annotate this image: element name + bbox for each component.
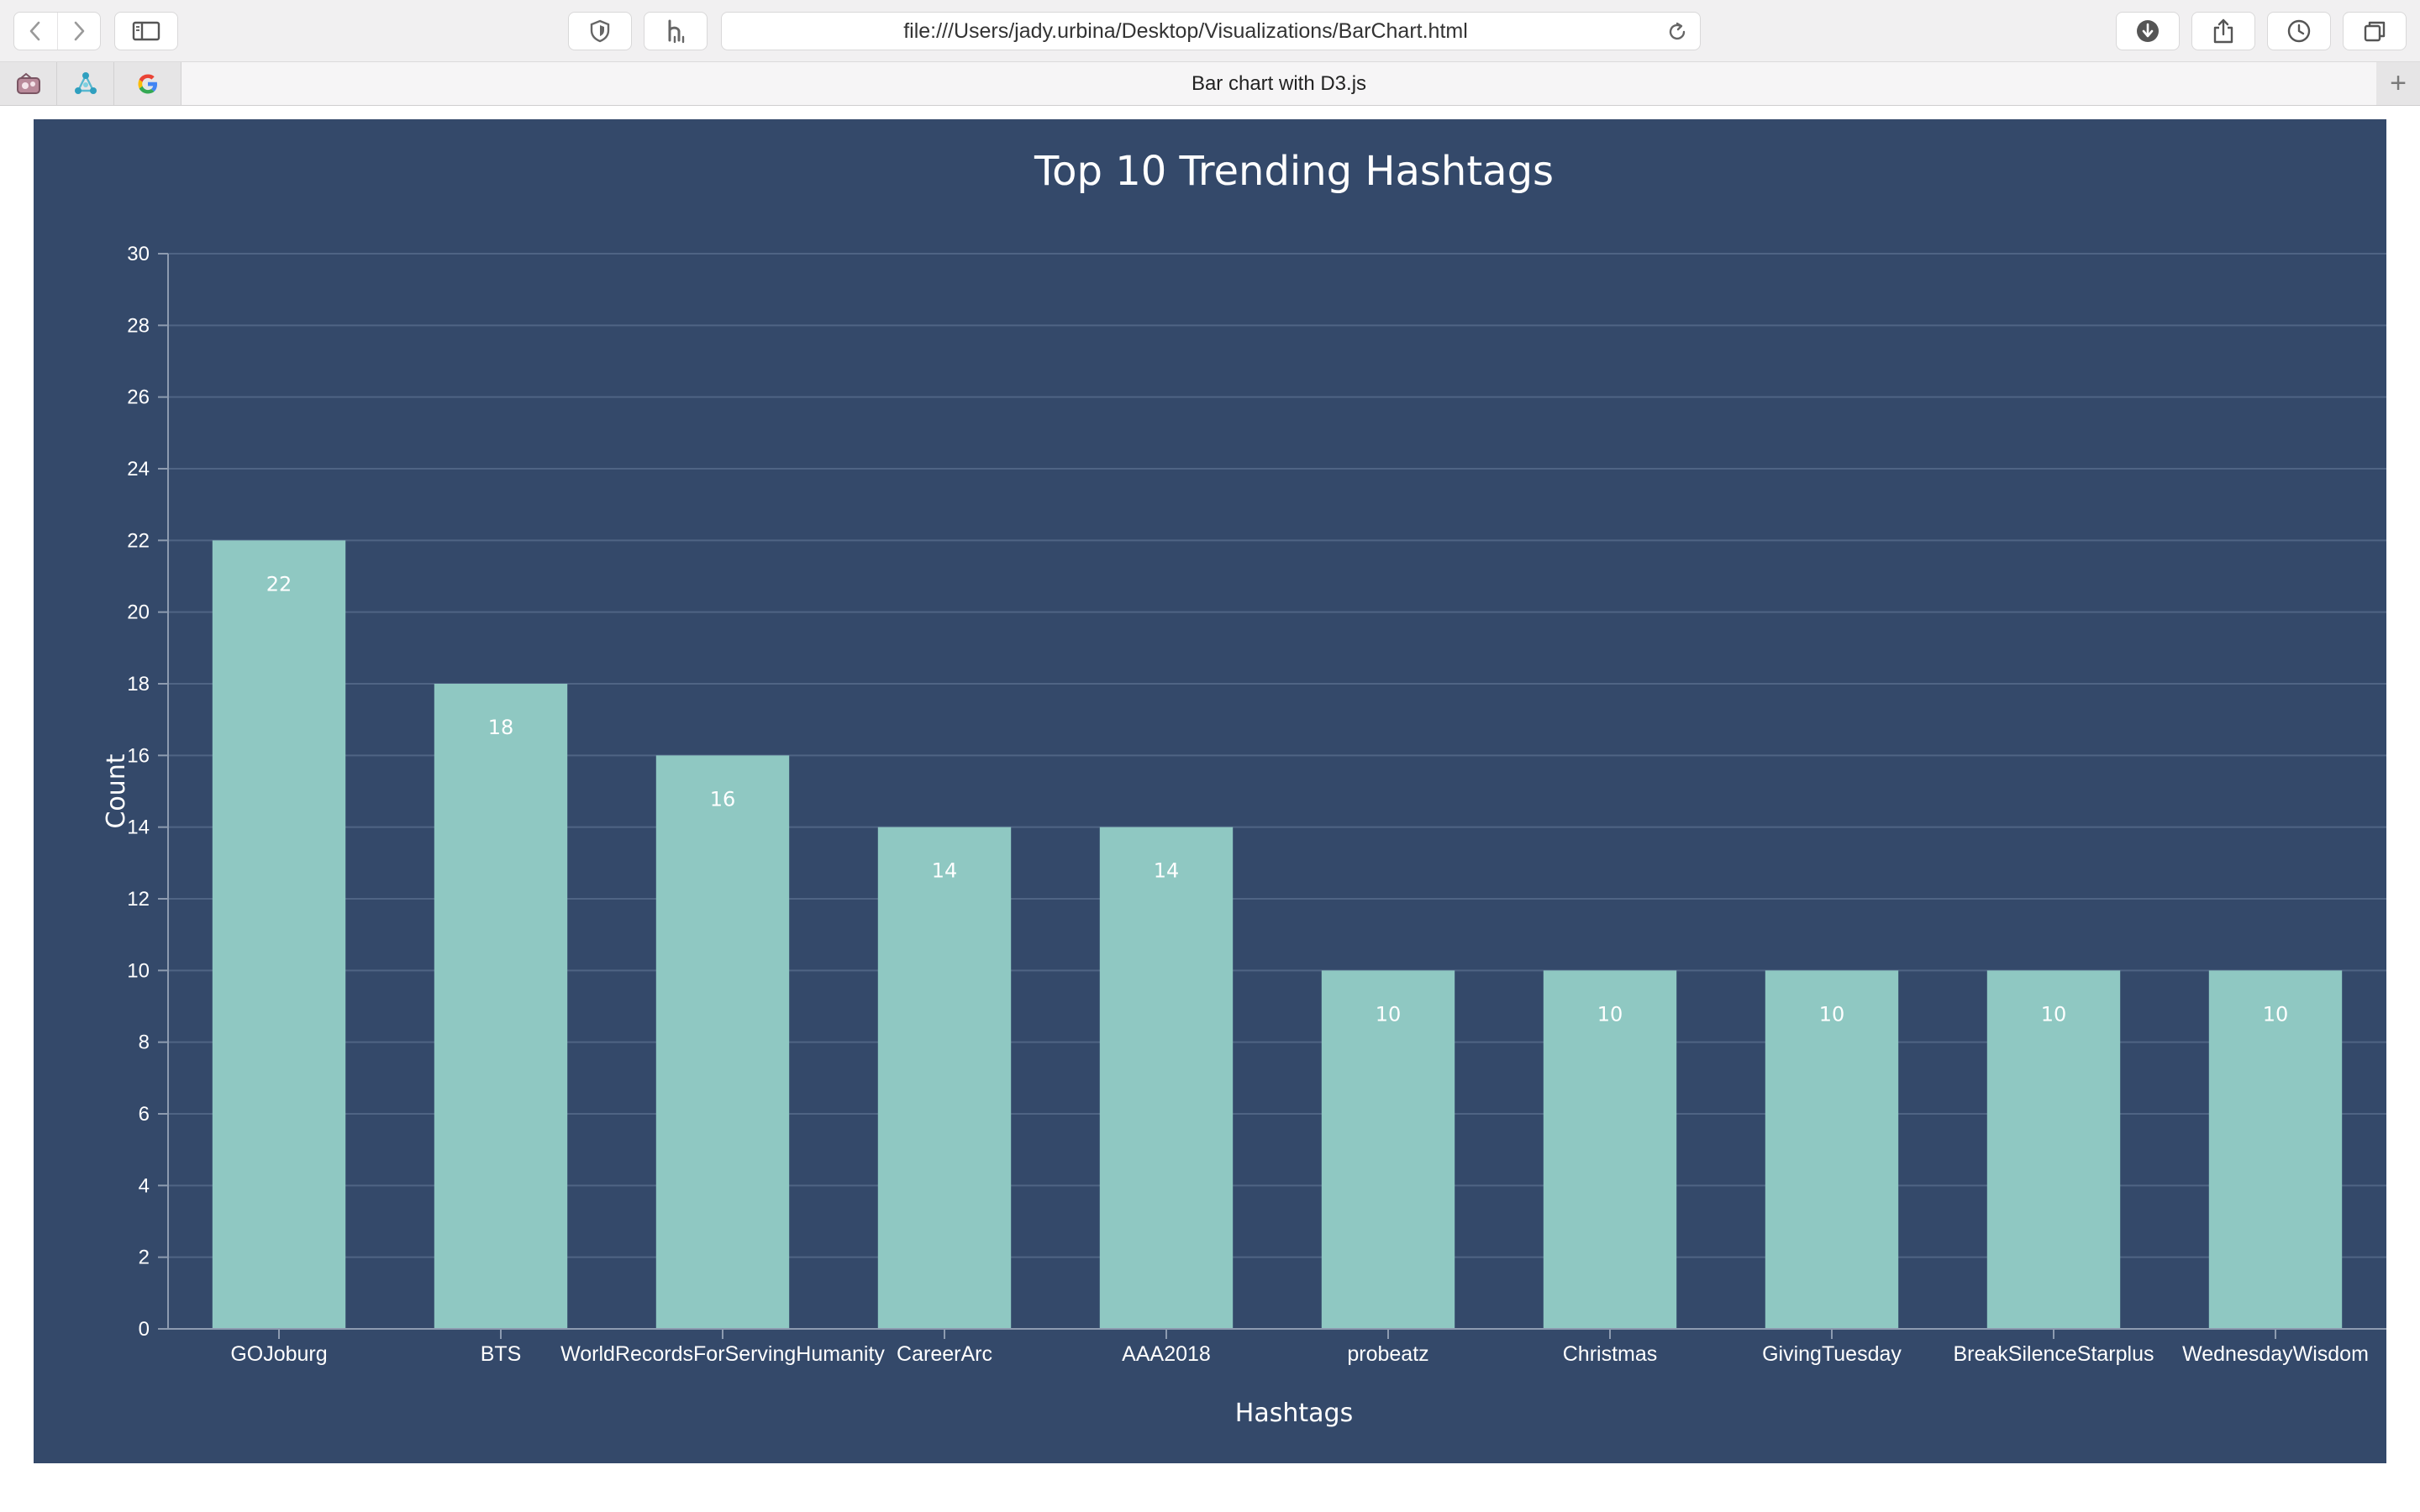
y-tick-label: 18 [127, 673, 150, 696]
bar [877, 827, 1012, 1329]
y-tick-label: 24 [127, 458, 150, 480]
forward-button[interactable] [56, 13, 101, 50]
shield-icon [590, 19, 610, 43]
sidebar-icon [132, 21, 160, 41]
browser-toolbar: file:///Users/jady.urbina/Desktop/Visual… [0, 0, 2420, 62]
chart-panel: 22 18 16 14 14 10 10 10 10 10 0 2 4 6 8 10 12 14 16 18 20 22… [34, 119, 2386, 1463]
hypothesis-extension-icon [668, 19, 685, 44]
bars: 22 18 16 14 14 10 10 10 10 10 [212, 540, 2343, 1329]
share-icon [2213, 18, 2233, 44]
y-tick-label: 6 [139, 1103, 150, 1126]
y-axis-title: Count [102, 753, 131, 828]
clock-icon [2287, 19, 2311, 43]
downloads-button[interactable] [2116, 12, 2180, 50]
bar-value-label: 10 [2041, 1002, 2067, 1026]
history-nav-group [13, 12, 101, 50]
bar-value-label: 16 [710, 787, 736, 811]
privacy-shield-button[interactable] [568, 12, 632, 50]
share-button[interactable] [2191, 12, 2255, 50]
tab-overview-button[interactable] [2343, 12, 2407, 50]
bookmark-app-icon [16, 72, 40, 94]
y-tick-label: 28 [127, 314, 150, 337]
y-tick-label: 14 [127, 816, 150, 839]
x-tick-label: Christmas [1563, 1342, 1658, 1366]
bar [1543, 970, 1677, 1329]
bar [1986, 970, 2121, 1329]
x-tick-label: CareerArc [897, 1342, 992, 1366]
url-text: file:///Users/jady.urbina/Desktop/Visual… [903, 18, 1468, 43]
y-tick-label: 30 [127, 243, 150, 265]
x-axis-title: Hashtags [1235, 1399, 1353, 1428]
bar [655, 755, 790, 1329]
pinned-tab-network-app[interactable] [57, 62, 114, 105]
bar [2208, 970, 2343, 1329]
x-tick-label: probeatz [1347, 1342, 1428, 1366]
bar [212, 540, 346, 1329]
bar-value-label: 14 [932, 859, 958, 883]
x-tick-label: AAA2018 [1122, 1342, 1211, 1366]
x-tick-label: BreakSilenceStarplus [1953, 1342, 2154, 1366]
bar [1099, 827, 1234, 1329]
reload-icon[interactable] [1666, 21, 1688, 43]
bar-value-label: 10 [1597, 1002, 1623, 1026]
x-tick-label: WednesdayWisdom [2182, 1342, 2369, 1366]
bar [1765, 970, 1899, 1329]
axes [167, 254, 2386, 1330]
pinned-tab-bookmark-app[interactable] [0, 62, 57, 105]
tabs-overview-icon [2364, 21, 2386, 42]
bar-value-label: 22 [266, 572, 292, 596]
address-bar[interactable]: file:///Users/jady.urbina/Desktop/Visual… [721, 12, 1701, 50]
bar-value-label: 14 [1154, 859, 1180, 883]
x-axis-ticks: GOJoburg BTS WorldRecordsForServingHumanit… [230, 1329, 2369, 1366]
y-tick-label: 22 [127, 529, 150, 552]
bar-value-label: 10 [2263, 1002, 2289, 1026]
bar-value-label: 10 [1376, 1002, 1402, 1026]
bar-value-label: 10 [1819, 1002, 1845, 1026]
chevron-left-icon [29, 21, 40, 41]
download-icon [2137, 20, 2159, 42]
x-tick-label: GOJoburg [230, 1342, 327, 1366]
x-tick-label: GivingTuesday [1762, 1342, 1902, 1366]
y-tick-label: 8 [139, 1032, 150, 1054]
tab-title: Bar chart with D3.js [1191, 71, 1367, 95]
bar [434, 684, 568, 1329]
back-button[interactable] [14, 13, 57, 50]
y-tick-label: 26 [127, 386, 150, 409]
y-tick-label: 2 [139, 1247, 150, 1269]
history-button[interactable] [2267, 12, 2331, 50]
network-app-icon [74, 71, 97, 94]
extension-button[interactable] [644, 12, 708, 50]
y-tick-label: 0 [139, 1318, 150, 1341]
tab-bar-chart[interactable]: Bar chart with D3.js [182, 62, 2376, 105]
pinned-tab-google[interactable] [114, 62, 182, 105]
bar-value-label: 18 [488, 716, 514, 739]
x-tick-label: WorldRecordsForServingHumanity [560, 1342, 885, 1366]
bar [1321, 970, 1455, 1329]
x-tick-label: BTS [481, 1342, 522, 1366]
new-tab-button[interactable]: + [2390, 67, 2407, 99]
google-icon [138, 74, 157, 93]
y-tick-label: 12 [127, 888, 150, 911]
chevron-right-icon [74, 21, 85, 41]
chart-title: Top 10 Trending Hashtags [1034, 148, 1554, 195]
y-tick-label: 16 [127, 744, 150, 767]
tab-bar: Bar chart with D3.js + [0, 62, 2420, 106]
sidebar-toggle-button[interactable] [114, 12, 178, 50]
y-tick-label: 4 [139, 1174, 150, 1197]
y-tick-label: 20 [127, 601, 150, 624]
y-tick-label: 10 [127, 959, 150, 982]
